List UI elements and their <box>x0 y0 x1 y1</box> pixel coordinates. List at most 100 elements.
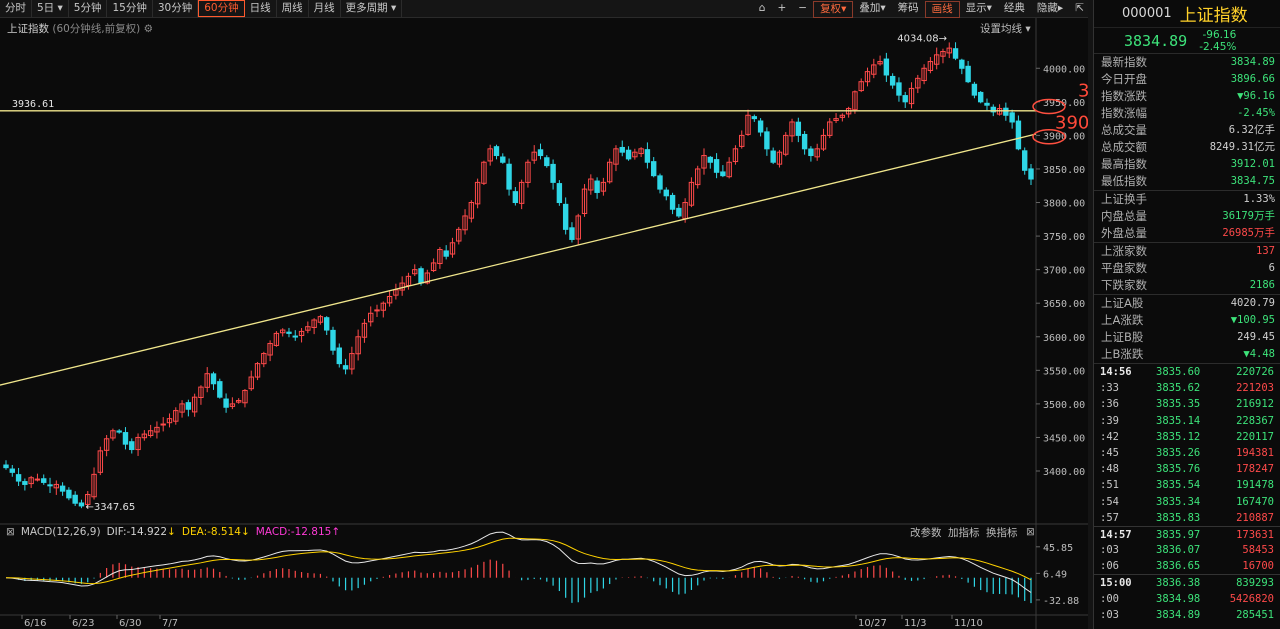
period-tab-3[interactable]: 15分钟 <box>107 0 153 18</box>
overlay-button[interactable]: 叠加▾ <box>859 2 886 14</box>
candle-body <box>632 151 638 158</box>
tick-volume: 839293 <box>1236 577 1274 590</box>
tick-row: :57 3835.83 210887 <box>1094 510 1280 526</box>
x-tick-label: 11/10 <box>954 618 983 629</box>
candle-body <box>374 309 380 312</box>
add-indicator-button[interactable]: 加指标 <box>948 526 980 539</box>
period-tab-1[interactable]: 5日 ▾ <box>32 0 69 18</box>
stat-row: 最低指数 3834.75 <box>1094 173 1280 190</box>
change-params-button[interactable]: 改参数 <box>910 526 942 539</box>
stat-value: 3834.75 <box>1230 175 1275 187</box>
draw-line-button[interactable]: 画线 <box>924 0 960 18</box>
period-tab-8[interactable]: 月线 <box>309 0 341 18</box>
candle-body <box>468 202 475 219</box>
y-tick-label: 3400.00 <box>1043 467 1085 478</box>
tick-time: :51 <box>1100 479 1119 492</box>
candle-body <box>594 180 600 193</box>
candle-body <box>28 477 34 485</box>
zoom-in-icon[interactable]: + <box>777 2 787 14</box>
tick-time: :36 <box>1100 398 1119 411</box>
stat-label: 指数涨幅 <box>1101 106 1147 120</box>
high-annotation: 4034.08→ <box>897 33 947 44</box>
stat-row: 上B涨跌 ▼4.48 <box>1094 346 1280 363</box>
tick-volume: 220117 <box>1236 430 1274 443</box>
stat-value: 1.33% <box>1243 193 1275 205</box>
candle-body <box>317 316 324 323</box>
splitter[interactable] <box>1088 0 1093 629</box>
settings-icon[interactable]: ⚙ <box>143 23 154 35</box>
stat-row: 下跌家数 2186 <box>1094 277 1280 294</box>
candle-body <box>493 146 500 157</box>
macd-close-icon[interactable]: ⊠ <box>6 526 15 538</box>
macd-y-tick-label: -32.88 <box>1043 596 1079 607</box>
expand-icon[interactable]: ⇱ <box>1075 2 1084 14</box>
chevron-down-icon: ▾ <box>387 1 397 14</box>
candle-body <box>1022 150 1028 171</box>
period-tab-7[interactable]: 周线 <box>277 0 309 18</box>
period-tab-9[interactable]: 更多周期 ▾ <box>341 0 403 18</box>
stat-value: 4020.79 <box>1230 297 1275 309</box>
candle-body <box>78 502 85 507</box>
candle-body <box>600 181 607 192</box>
period-tab-6[interactable]: 日线 <box>245 0 277 18</box>
lock-icon[interactable]: ⌂ <box>758 2 766 14</box>
candle-body <box>418 268 424 284</box>
y-tick-label: 3650.00 <box>1043 299 1085 310</box>
candle-body <box>971 83 978 96</box>
change-pct: -2.45% <box>1199 40 1237 53</box>
period-tab-0[interactable]: 分时 <box>0 0 32 18</box>
tick-price: 3835.14 <box>1156 414 1201 427</box>
candle-body <box>1015 120 1022 150</box>
candle-body <box>720 171 726 177</box>
tick-row: :39 3835.14 228367 <box>1094 413 1280 429</box>
tick-list[interactable]: 14:56 3835.60 220726:33 3835.62 221203:36 383… <box>1094 363 1280 623</box>
tick-price: 3836.65 <box>1156 560 1201 573</box>
stat-row: 上A涨跌 ▼100.95 <box>1094 312 1280 329</box>
stock-code: 000001 <box>1122 6 1172 21</box>
candle-body <box>959 59 965 69</box>
candle-body <box>726 161 732 178</box>
candle-body <box>248 376 254 390</box>
candle-body <box>116 430 122 433</box>
stat-row: 上证A股 4020.79 <box>1094 295 1280 312</box>
annotation-3900: 3900 <box>1055 113 1090 134</box>
candle-body <box>795 121 802 136</box>
switch-indicator-button[interactable]: 换指标 <box>986 526 1018 539</box>
period-tab-5[interactable]: 60分钟 <box>198 0 245 17</box>
display-button[interactable]: 显示▾ <box>965 2 992 14</box>
x-tick-label: 10/27 <box>858 618 887 629</box>
stock-name: 上证指数 <box>1179 6 1248 26</box>
macd-y-tick-label: 45.85 <box>1043 543 1073 554</box>
x-tick-label: 7/7 <box>162 618 178 629</box>
close-icon[interactable]: ⊠ <box>1026 526 1035 538</box>
tick-row: :33 3835.62 221203 <box>1094 380 1280 396</box>
stat-value: 26985万手 <box>1222 227 1275 239</box>
y-tick-label: 3750.00 <box>1043 232 1085 243</box>
volume-stats: 上证换手 1.33% 内盘总量 36179万手 外盘总量 26985万手 <box>1094 190 1280 242</box>
period-tab-4[interactable]: 30分钟 <box>153 0 199 18</box>
classic-button[interactable]: 经典 <box>1003 2 1025 14</box>
tick-volume: 194381 <box>1236 446 1274 459</box>
candle-body <box>858 81 864 92</box>
candle-body <box>59 485 66 492</box>
stat-row: 最新指数 3834.89 <box>1094 54 1280 71</box>
candle-body <box>330 329 336 351</box>
candle-body <box>827 121 833 136</box>
zoom-out-icon[interactable]: − <box>798 2 808 14</box>
candle-body <box>808 148 814 157</box>
candlestick-chart[interactable]: 4000.003950.003900.003850.003800.003750.… <box>0 18 1090 629</box>
hide-button[interactable]: 隐藏▸ <box>1036 2 1064 14</box>
tick-price: 3835.97 <box>1156 528 1201 541</box>
candle-body <box>921 67 927 82</box>
tick-row: :36 3835.35 216912 <box>1094 396 1280 412</box>
candle-body <box>707 156 713 163</box>
period-tab-2[interactable]: 5分钟 <box>69 0 108 18</box>
chip-button[interactable]: 筹码 <box>897 2 919 14</box>
tick-time: 14:56 <box>1100 366 1132 378</box>
candle-body <box>210 373 217 385</box>
candle-body <box>85 494 91 505</box>
candle-body <box>650 161 657 177</box>
candle-body <box>311 319 317 328</box>
fuquan-button[interactable]: 复权▾ <box>813 0 854 18</box>
candle-body <box>97 450 104 473</box>
